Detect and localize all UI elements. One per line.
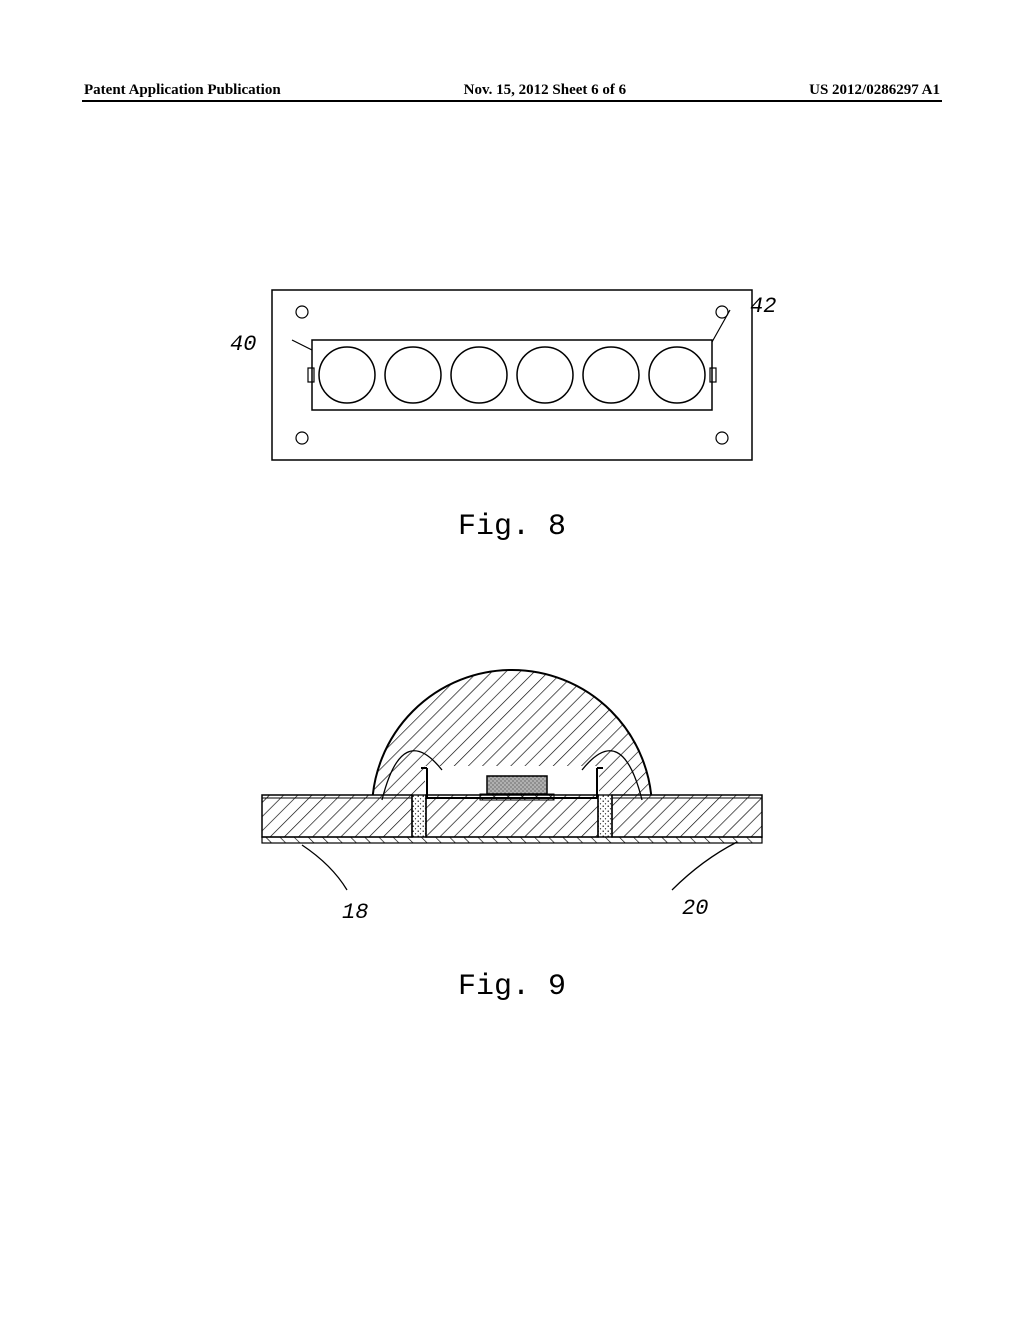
fig8-label-40: 40 bbox=[230, 332, 256, 357]
header-rule bbox=[82, 100, 942, 102]
fig8-svg bbox=[232, 280, 792, 480]
header-right: US 2012/0286297 A1 bbox=[809, 82, 940, 99]
header-left: Patent Application Publication bbox=[84, 82, 281, 99]
fig9-label-20: 20 bbox=[682, 896, 708, 921]
page-header: Patent Application Publication Nov. 15, … bbox=[0, 82, 1024, 99]
fig9-caption: Fig. 9 bbox=[232, 970, 792, 1004]
figure-8: 40 42 Fig. 8 bbox=[232, 280, 792, 544]
fig8-caption: Fig. 8 bbox=[232, 510, 792, 544]
fig9-label-18: 18 bbox=[342, 900, 368, 925]
header-center: Nov. 15, 2012 Sheet 6 of 6 bbox=[464, 82, 627, 99]
fig8-label-42: 42 bbox=[750, 294, 776, 319]
fig9-svg bbox=[232, 620, 792, 940]
figure-9: 18 20 Fig. 9 bbox=[232, 620, 792, 1004]
